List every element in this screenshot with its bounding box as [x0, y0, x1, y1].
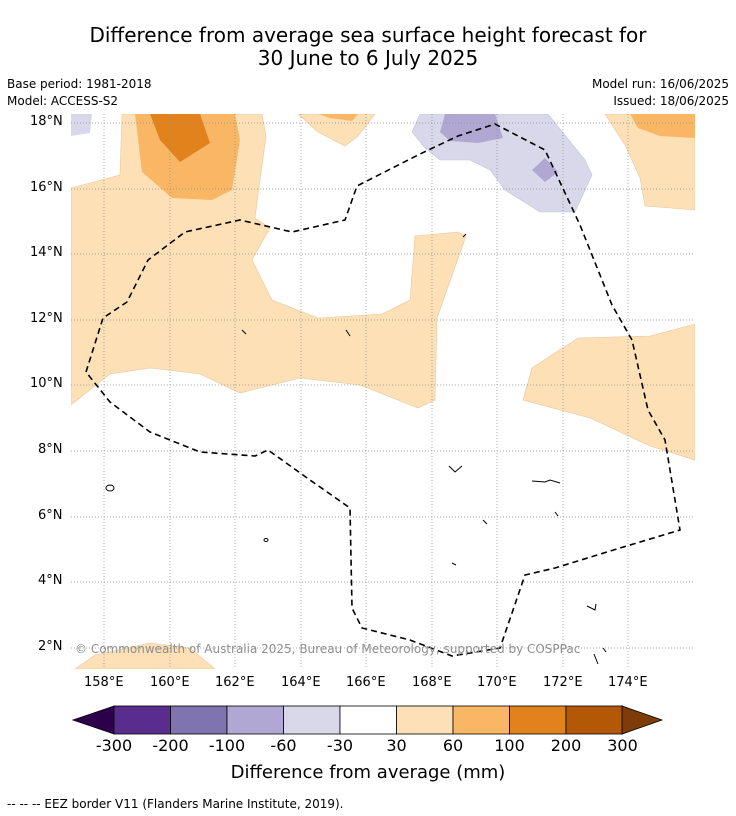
eez-border — [85, 123, 681, 657]
colorbar-extend-max — [621, 705, 664, 735]
lon-label: 160°E — [150, 675, 190, 690]
lat-label: 10°N — [30, 376, 63, 391]
colorbar-tick-label: -300 — [95, 736, 133, 755]
map-title-line1: Difference from average sea surface heig… — [89, 23, 647, 47]
colorbar-tick-label: -30 — [326, 736, 354, 755]
anomaly-region-100-200 — [150, 114, 210, 162]
lon-label: 164°E — [281, 675, 321, 690]
colorbar-tick-label: -100 — [208, 736, 246, 755]
lat-label: 16°N — [30, 180, 63, 195]
colorbar-tick-label: 30 — [386, 736, 407, 755]
colorbar-extend-min — [71, 705, 115, 735]
colorbar-tick-label: 60 — [442, 736, 464, 755]
lon-label: 168°E — [412, 675, 452, 690]
anomaly-region-30-60 — [522, 323, 695, 461]
islands — [105, 233, 607, 665]
base-period-label: Base period: 1981-2018 — [7, 77, 152, 91]
lon-label: 174°E — [608, 675, 648, 690]
lat-label: 6°N — [38, 508, 63, 523]
issued-label: Issued: 18/06/2025 — [613, 94, 729, 108]
colorbar-tick-label: 300 — [607, 736, 638, 755]
lon-label: 158°E — [84, 675, 124, 690]
lat-label: 14°N — [30, 245, 63, 260]
eez-legend-note: -- -- -- EEZ border V11 (Flanders Marine… — [7, 797, 344, 811]
model-label: Model: ACCESS-S2 — [7, 94, 119, 108]
colorbar — [71, 705, 664, 735]
lat-label: 2°N — [38, 639, 63, 654]
lon-label: 172°E — [543, 675, 583, 690]
lon-label: 162°E — [215, 675, 255, 690]
anomaly-region-60-100 — [630, 114, 695, 138]
anomaly-region-neg60-100 — [440, 114, 503, 143]
copyright-notice: © Commonwealth of Australia 2025, Bureau… — [75, 642, 581, 656]
lon-label: 166°E — [346, 675, 386, 690]
anomaly-region-neg60-100 — [532, 158, 558, 182]
lon-label: 170°E — [477, 675, 517, 690]
model-run-label: Model run: 16/06/2025 — [591, 77, 729, 91]
anomaly-region-30-60 — [297, 114, 376, 147]
colorbar-tick-label: 200 — [550, 736, 582, 755]
lat-label: 12°N — [30, 311, 63, 326]
lat-label: 18°N — [30, 114, 63, 129]
map-plot-area — [71, 114, 695, 669]
map-title-line2: 30 June to 6 July 2025 — [257, 46, 479, 70]
lat-label: 8°N — [38, 442, 63, 457]
graticule — [71, 114, 695, 669]
colorbar-title: Difference from average (mm) — [230, 762, 506, 783]
colorbar-tick-label: -60 — [270, 736, 297, 755]
colorbar-tick-label: -200 — [152, 736, 189, 755]
anomaly-region-30-60 — [604, 114, 695, 211]
anomaly-region-neg30-60 — [71, 114, 92, 136]
lat-label: 4°N — [38, 573, 63, 588]
colorbar-tick-label: 100 — [494, 736, 525, 755]
anomaly-region-60-100 — [318, 114, 358, 121]
